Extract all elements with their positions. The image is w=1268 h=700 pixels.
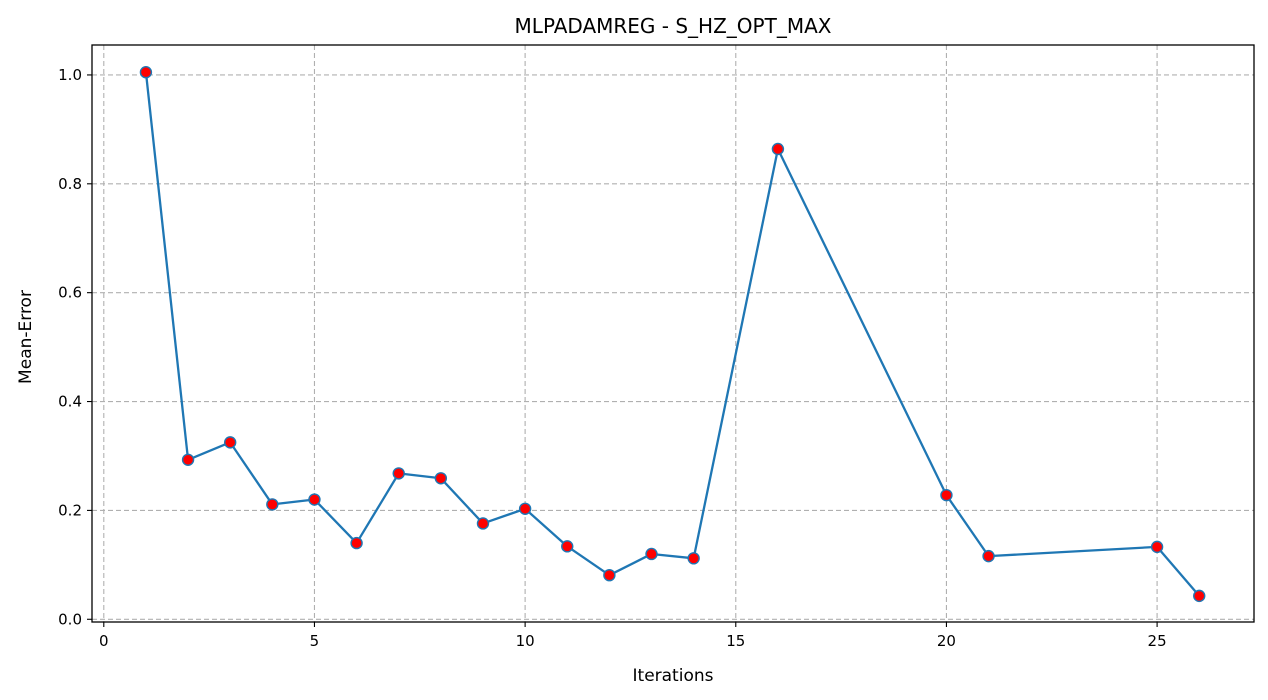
plot-frame (91, 44, 1255, 623)
data-point (687, 552, 700, 565)
data-point (476, 517, 490, 530)
x-axis-label: Iterations (633, 666, 714, 686)
data-point (266, 498, 279, 511)
grid (92, 45, 1254, 622)
data-point (392, 467, 405, 480)
data-point (308, 493, 321, 506)
x-tick-label: 5 (310, 632, 320, 650)
chart-title: MLPADAMREG - S_HZ_OPT_MAX (515, 14, 832, 38)
y-tick-label: 0.4 (58, 393, 82, 411)
data-point (350, 536, 363, 550)
data-point (982, 549, 995, 563)
marker-layer (139, 66, 1206, 603)
data-point (1193, 589, 1206, 603)
data-point (645, 547, 658, 561)
data-point (181, 453, 195, 466)
data-point (139, 66, 153, 79)
data-point (940, 488, 953, 502)
x-tick-label: 25 (1148, 632, 1167, 650)
x-tick-label: 0 (99, 632, 109, 650)
y-tick-label: 0.6 (58, 284, 82, 302)
y-tick-label: 0.2 (58, 501, 82, 519)
x-tick-label: 15 (726, 632, 745, 650)
y-axis-label: Mean-Error (16, 290, 36, 384)
y-tick-label: 1.0 (58, 66, 82, 84)
ticks: 0 5 10 15 20 25 0.0 0.2 0.4 0.6 0.8 1.0 (58, 66, 1167, 650)
data-point (1150, 540, 1164, 554)
data-point (603, 568, 616, 582)
x-tick-label: 20 (937, 632, 956, 650)
y-tick-label: 0.8 (58, 175, 82, 193)
data-point (223, 436, 237, 449)
y-tick-label: 0.0 (58, 610, 82, 628)
x-tick-label: 10 (516, 632, 535, 650)
data-point (434, 472, 448, 485)
data-point (561, 540, 574, 553)
data-point (518, 502, 532, 515)
data-point (771, 142, 785, 156)
